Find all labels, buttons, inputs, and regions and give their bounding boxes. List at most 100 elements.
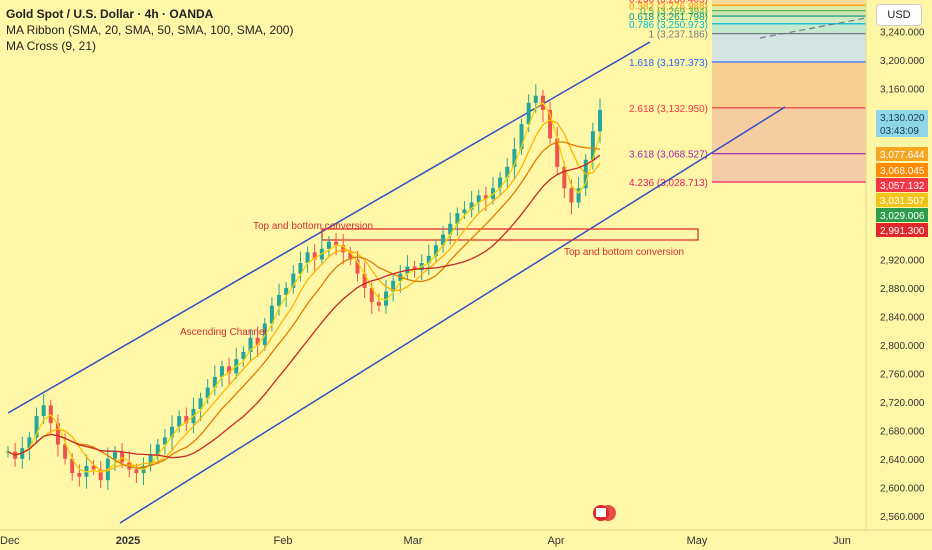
candle-body bbox=[291, 273, 296, 288]
candle-body bbox=[34, 416, 39, 438]
candle-body bbox=[462, 209, 467, 214]
candle-body bbox=[512, 149, 517, 167]
moving-average-line bbox=[7, 101, 601, 473]
currency-button[interactable]: USD bbox=[876, 4, 922, 26]
y-tick-label: 2,720.000 bbox=[880, 398, 925, 409]
fib-zone bbox=[712, 5, 866, 11]
moving-average-line bbox=[7, 119, 601, 472]
x-tick-label: May bbox=[687, 535, 708, 547]
fib-zone bbox=[712, 10, 866, 17]
y-tick-label: 3,240.000 bbox=[880, 28, 925, 39]
fib-level-label: 1.618 (3,197.373) bbox=[629, 58, 708, 69]
dashed-trendline bbox=[759, 17, 867, 39]
candle-body bbox=[441, 234, 446, 246]
fib-level-label: 0.786 (3,250.973) bbox=[629, 20, 708, 31]
y-tick-label: 2,600.000 bbox=[880, 483, 925, 494]
countdown-label: 03:43:09 bbox=[880, 126, 919, 137]
price-label-box bbox=[876, 147, 928, 161]
candle-body bbox=[63, 444, 68, 459]
fib-zone bbox=[712, 61, 866, 108]
candle-body bbox=[91, 465, 96, 470]
candle-body bbox=[326, 241, 331, 249]
x-tick-label: 2025 bbox=[116, 535, 140, 547]
y-tick-label: 2,760.000 bbox=[880, 369, 925, 380]
price-label-value: 3,031.507 bbox=[880, 196, 925, 207]
candle-body bbox=[355, 259, 360, 274]
y-tick-label: 2,800.000 bbox=[880, 341, 925, 352]
candle-body bbox=[555, 138, 560, 167]
candle-body bbox=[162, 437, 167, 445]
y-tick-label: 2,880.000 bbox=[880, 284, 925, 295]
candle-body bbox=[70, 458, 75, 474]
chart-annotation: Top and bottom conversion bbox=[253, 221, 373, 232]
candle-body bbox=[205, 387, 210, 399]
countdown-box bbox=[876, 124, 928, 137]
x-tick-label: Feb bbox=[274, 535, 293, 547]
candle-body bbox=[269, 305, 274, 324]
x-tick-label: Mar bbox=[404, 535, 423, 547]
candle-body bbox=[177, 416, 182, 427]
fib-zone bbox=[712, 0, 866, 6]
fib-zone bbox=[712, 33, 866, 62]
price-label-value: 3,029.006 bbox=[880, 211, 925, 222]
candle-body bbox=[369, 287, 374, 303]
candle-body bbox=[112, 451, 117, 459]
fib-zone bbox=[712, 107, 866, 154]
event-icon-flag bbox=[596, 508, 606, 517]
symbol-title[interactable]: Gold Spot / U.S. Dollar · 4h · OANDA bbox=[6, 7, 214, 21]
price-label-value: 3,057.132 bbox=[880, 181, 925, 192]
candle-body bbox=[227, 366, 232, 374]
candle-body bbox=[334, 241, 339, 246]
candle-body bbox=[533, 95, 538, 103]
candle-body bbox=[348, 252, 353, 260]
fib-zone bbox=[712, 23, 866, 34]
candle-body bbox=[277, 295, 282, 306]
candle-body bbox=[498, 177, 503, 189]
candle-body bbox=[27, 437, 32, 449]
price-label-box bbox=[876, 163, 928, 177]
fib-level-label: 3.618 (3,068.527) bbox=[629, 150, 708, 161]
candle-body bbox=[248, 337, 253, 352]
ma-cross-indicator[interactable]: MA Cross (9, 21) bbox=[6, 39, 97, 53]
price-label-value: 3,077.644 bbox=[880, 150, 925, 161]
x-tick-label: Dec bbox=[0, 535, 20, 547]
y-tick-label: 2,680.000 bbox=[880, 426, 925, 437]
candle-body bbox=[212, 376, 217, 388]
candle-body bbox=[262, 323, 267, 345]
candle-body bbox=[98, 469, 103, 481]
candle-body bbox=[526, 102, 531, 125]
x-tick-label: Apr bbox=[547, 535, 564, 547]
candle-body bbox=[305, 252, 310, 263]
price-label-box bbox=[876, 223, 928, 237]
candle-body bbox=[433, 245, 438, 256]
candle-body bbox=[505, 166, 510, 178]
price-axis-area bbox=[866, 0, 932, 550]
candle-body bbox=[134, 469, 139, 474]
candle-body bbox=[548, 109, 553, 139]
conversion-zone-box bbox=[321, 228, 699, 241]
ma-ribbon-indicator[interactable]: MA Ribbon (SMA, 20, SMA, 50, SMA, 100, S… bbox=[6, 23, 294, 37]
candle-body bbox=[384, 291, 389, 306]
fib-level-label: 0.5 (3,269.394) bbox=[640, 7, 708, 18]
price-label-box bbox=[876, 110, 928, 124]
candle-body bbox=[448, 223, 453, 235]
fib-level-label: 1 (3,237.186) bbox=[649, 30, 709, 41]
price-label-value: 2,991.300 bbox=[880, 226, 925, 237]
candle-body bbox=[284, 287, 289, 296]
y-tick-label: 2,840.000 bbox=[880, 312, 925, 323]
fib-level-label: 0.236 (3,286.405) bbox=[629, 0, 708, 6]
fib-zone bbox=[712, 16, 866, 24]
fib-level-label: 4.236 (3,028.713) bbox=[629, 178, 708, 189]
candle-body bbox=[519, 124, 524, 150]
chart-annotation: Ascending Channel bbox=[180, 327, 267, 338]
channel-lower-line bbox=[119, 106, 786, 524]
fib-zone bbox=[712, 153, 866, 183]
candle-body bbox=[391, 280, 396, 292]
candle-body bbox=[469, 202, 474, 210]
candle-body bbox=[341, 245, 346, 253]
candle-body bbox=[312, 252, 317, 260]
candle-body bbox=[77, 473, 82, 477]
candle-body bbox=[170, 426, 175, 438]
